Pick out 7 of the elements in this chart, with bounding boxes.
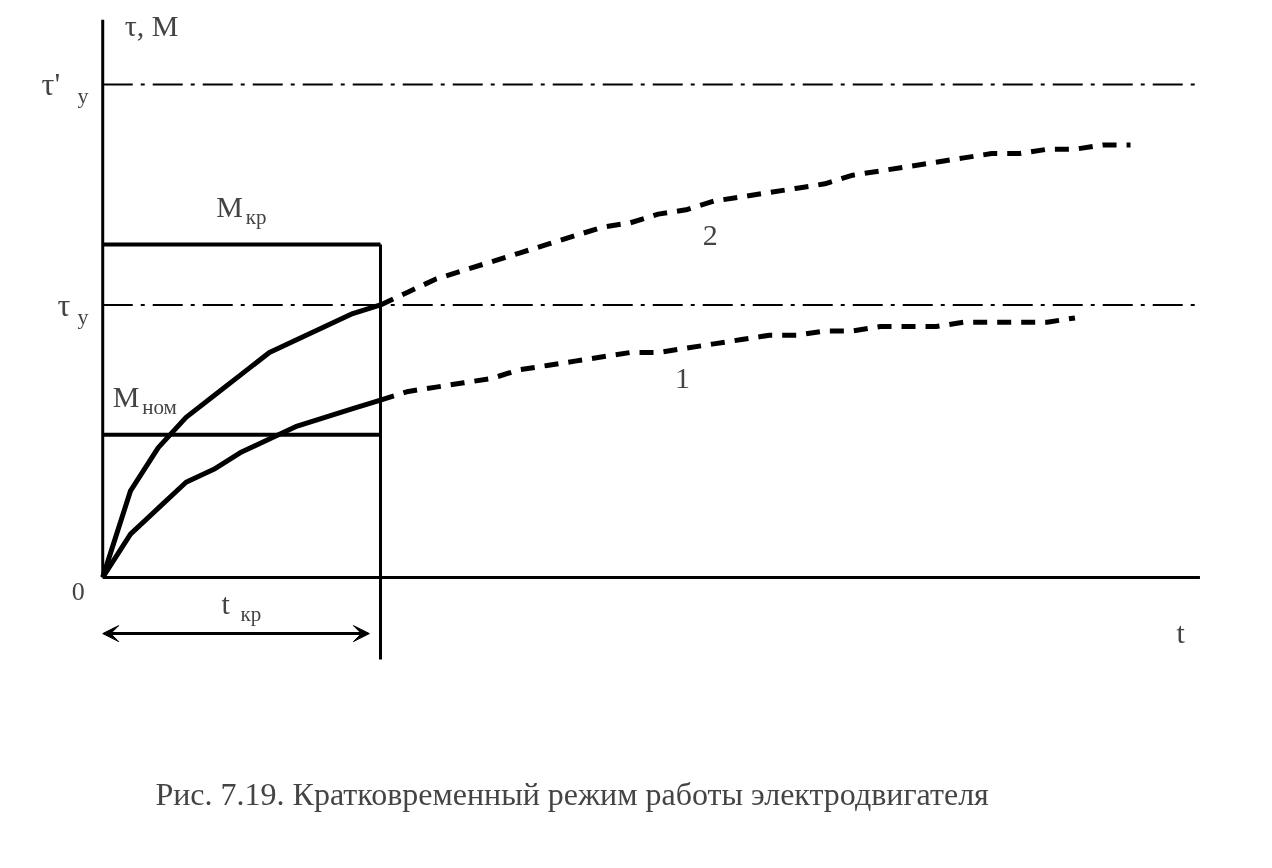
y-axis-title: τ, M (124, 9, 179, 43)
series-label: 1 (674, 360, 690, 394)
x-axis-title: t (1176, 615, 1186, 649)
text: Рис. 7.19. Кратковременный режим работы электродвигателя (155, 775, 990, 812)
ref-line-label: τ'у (41, 66, 89, 109)
series-label: 2 (702, 218, 718, 252)
text: 0 (71, 576, 85, 606)
